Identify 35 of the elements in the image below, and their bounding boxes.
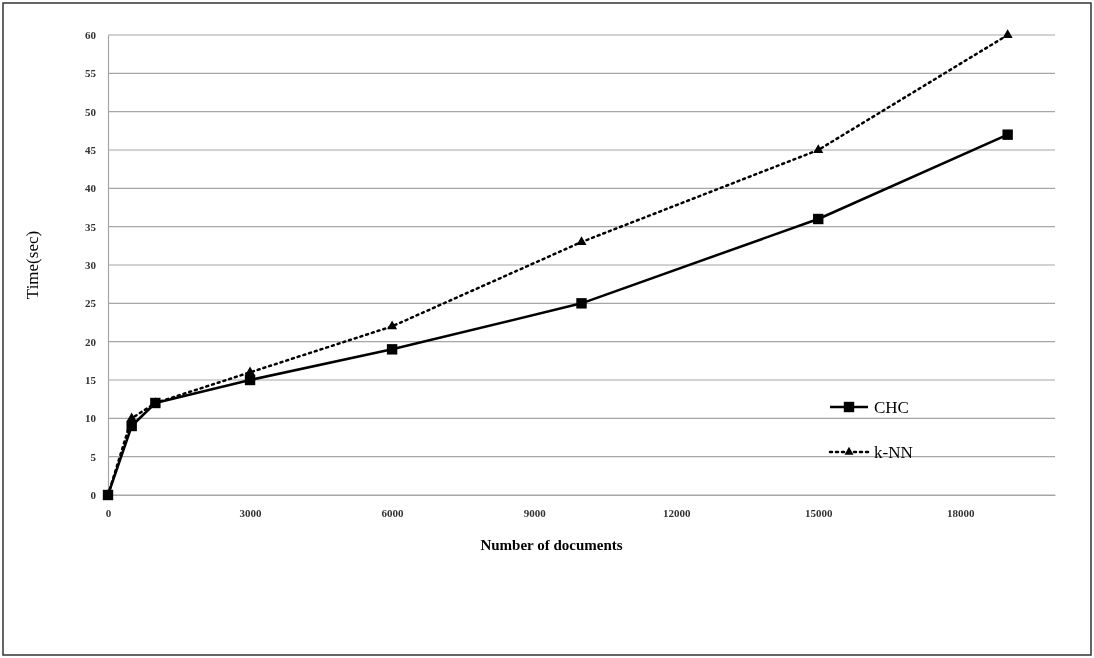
point [387, 320, 398, 330]
y-tick-label: 15 [85, 374, 97, 387]
y-tick-label: 45 [85, 144, 97, 157]
legend-label: k-NN [874, 443, 913, 462]
x-tick-label: 3000 [239, 506, 263, 519]
y-tick-label: 10 [85, 412, 97, 425]
point [126, 412, 137, 422]
point [576, 236, 587, 245]
y-tick-label: 50 [85, 105, 97, 118]
y-tick-label: 25 [85, 297, 97, 310]
y-tick-label: 30 [85, 259, 97, 272]
point [1002, 129, 1013, 140]
legend-label: CHC [874, 398, 909, 417]
point [576, 298, 587, 309]
x-axis-title: Number of documents [480, 537, 623, 553]
y-tick-label: 5 [90, 450, 97, 463]
y-tick-label: 55 [85, 67, 97, 80]
x-tick-label: 15000 [805, 506, 833, 519]
point [244, 374, 256, 386]
y-tick-label: 20 [85, 335, 97, 348]
x-tick-label: 6000 [381, 506, 405, 519]
point [813, 213, 824, 225]
x-tick-label: 12000 [662, 506, 691, 519]
point [386, 344, 398, 355]
y-tick-label: 0 [90, 489, 97, 502]
point [245, 366, 256, 376]
y-tick-label: 60 [85, 29, 97, 42]
x-tick-label: 18000 [947, 506, 976, 519]
y-tick-label: 35 [85, 220, 97, 233]
y-tick-label: 40 [85, 182, 97, 195]
point [1002, 29, 1013, 38]
point [813, 144, 824, 153]
x-tick-label: 9000 [523, 506, 547, 519]
x-tick-label: 0 [105, 506, 112, 519]
y-axis-title: Time(sec) [23, 230, 42, 300]
